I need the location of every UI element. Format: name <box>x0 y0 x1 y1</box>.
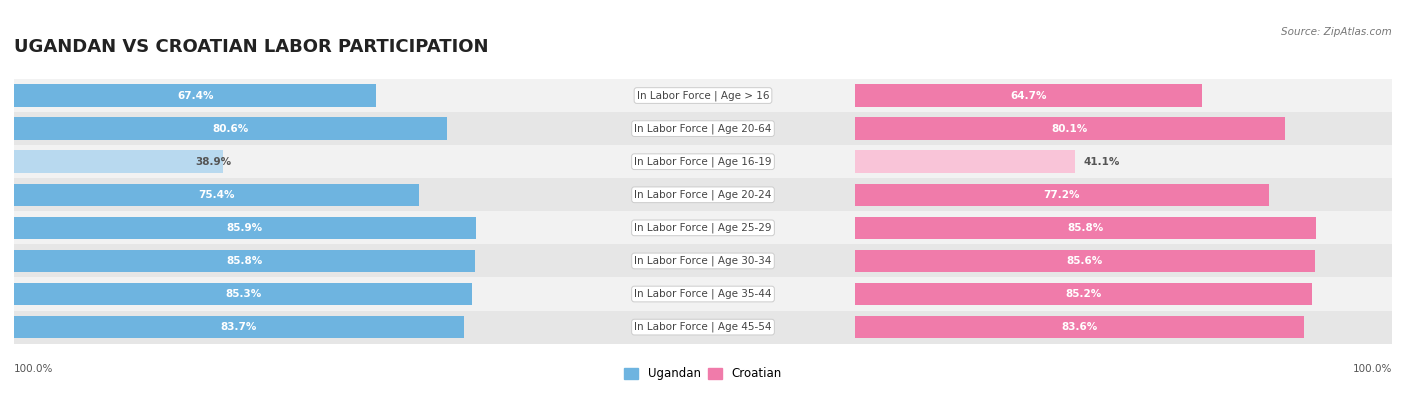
Bar <box>14 277 551 310</box>
Bar <box>14 216 475 239</box>
Bar <box>855 150 1076 173</box>
Text: 83.7%: 83.7% <box>221 322 257 332</box>
Bar <box>855 216 1316 239</box>
Text: 67.4%: 67.4% <box>177 90 214 101</box>
Bar <box>855 283 1312 305</box>
Bar <box>855 84 1202 107</box>
Bar <box>551 145 855 178</box>
Bar <box>551 178 855 211</box>
Bar <box>855 112 1392 145</box>
Bar <box>855 245 1392 277</box>
Bar <box>14 283 472 305</box>
Bar <box>855 250 1315 272</box>
Text: In Labor Force | Age 20-24: In Labor Force | Age 20-24 <box>634 190 772 200</box>
Text: In Labor Force | Age 16-19: In Labor Force | Age 16-19 <box>634 156 772 167</box>
Bar <box>855 277 1392 310</box>
Text: Source: ZipAtlas.com: Source: ZipAtlas.com <box>1281 26 1392 37</box>
Bar <box>551 79 855 112</box>
Bar <box>14 245 551 277</box>
Bar <box>14 184 419 206</box>
Legend: Ugandan, Croatian: Ugandan, Croatian <box>620 363 786 385</box>
Text: In Labor Force | Age 45-54: In Labor Force | Age 45-54 <box>634 322 772 332</box>
Bar <box>551 245 855 277</box>
Bar <box>855 184 1270 206</box>
Text: 85.8%: 85.8% <box>226 256 263 266</box>
Bar <box>14 178 551 211</box>
Text: 85.3%: 85.3% <box>225 289 262 299</box>
Text: 100.0%: 100.0% <box>14 364 53 374</box>
Text: 100.0%: 100.0% <box>1353 364 1392 374</box>
Bar <box>14 250 475 272</box>
Text: 80.6%: 80.6% <box>212 124 249 134</box>
Text: 77.2%: 77.2% <box>1043 190 1080 200</box>
Text: 83.6%: 83.6% <box>1062 322 1097 332</box>
Bar <box>14 117 447 140</box>
Bar <box>855 211 1392 245</box>
Bar <box>14 84 377 107</box>
Text: In Labor Force | Age 20-64: In Labor Force | Age 20-64 <box>634 123 772 134</box>
Text: 85.6%: 85.6% <box>1066 256 1102 266</box>
Bar <box>14 79 551 112</box>
Bar <box>551 277 855 310</box>
Text: 38.9%: 38.9% <box>195 157 231 167</box>
Bar <box>855 316 1303 339</box>
Bar <box>855 178 1392 211</box>
Text: In Labor Force | Age 30-34: In Labor Force | Age 30-34 <box>634 256 772 266</box>
Bar <box>14 310 551 344</box>
Bar <box>551 310 855 344</box>
Text: 85.2%: 85.2% <box>1066 289 1102 299</box>
Bar <box>855 310 1392 344</box>
Text: 75.4%: 75.4% <box>198 190 235 200</box>
Bar <box>551 112 855 145</box>
Bar <box>855 79 1392 112</box>
Text: In Labor Force | Age 25-29: In Labor Force | Age 25-29 <box>634 223 772 233</box>
Text: 80.1%: 80.1% <box>1052 124 1088 134</box>
Bar <box>14 112 551 145</box>
Text: 85.9%: 85.9% <box>226 223 263 233</box>
Text: In Labor Force | Age > 16: In Labor Force | Age > 16 <box>637 90 769 101</box>
Text: 64.7%: 64.7% <box>1010 90 1046 101</box>
Bar <box>855 145 1392 178</box>
Text: 41.1%: 41.1% <box>1084 157 1119 167</box>
Bar <box>551 211 855 245</box>
Bar <box>14 211 551 245</box>
Text: 85.8%: 85.8% <box>1067 223 1104 233</box>
Bar <box>14 145 551 178</box>
Bar <box>14 150 224 173</box>
Text: In Labor Force | Age 35-44: In Labor Force | Age 35-44 <box>634 289 772 299</box>
Bar <box>855 117 1285 140</box>
Text: UGANDAN VS CROATIAN LABOR PARTICIPATION: UGANDAN VS CROATIAN LABOR PARTICIPATION <box>14 38 488 56</box>
Bar <box>14 316 464 339</box>
